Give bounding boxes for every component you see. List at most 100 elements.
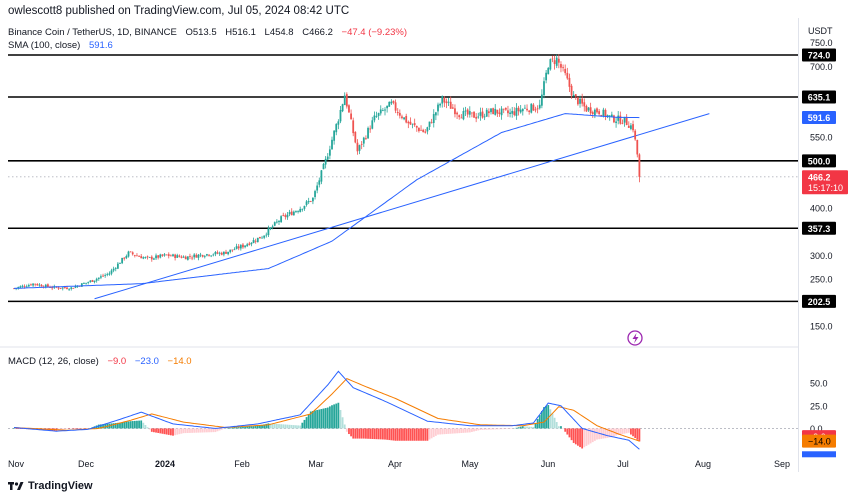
candle <box>513 111 516 116</box>
macd-hist-bar <box>373 428 376 440</box>
candle <box>337 121 340 125</box>
macd-hist-bar <box>256 425 259 429</box>
tradingview-brand[interactable]: TradingView <box>8 480 93 492</box>
macd-hist-bar <box>617 428 620 435</box>
macd-hist-bar <box>328 406 331 429</box>
macd-hist-bar <box>405 428 408 441</box>
macd-hist-bar <box>197 428 200 433</box>
candle <box>116 263 119 269</box>
candle <box>80 283 83 287</box>
candle <box>555 57 558 66</box>
candle <box>496 109 499 114</box>
macd-hist-bar <box>169 428 172 436</box>
candle <box>394 102 397 111</box>
macd-hist-bar <box>574 428 577 445</box>
macd-hist-bar <box>540 411 543 429</box>
macd-hist-bar <box>290 424 293 429</box>
candle <box>538 104 541 109</box>
candle <box>235 246 238 249</box>
candle <box>208 254 210 256</box>
candle <box>220 252 223 255</box>
candle <box>106 274 109 275</box>
candle <box>292 211 295 216</box>
candle <box>27 284 30 287</box>
level-badge: 500.0 <box>802 154 836 168</box>
candle <box>197 254 200 258</box>
trendline[interactable] <box>94 113 710 300</box>
macd-hist-bar <box>407 428 410 441</box>
macd-hist-bar <box>237 427 240 429</box>
macd-hist-bar <box>292 425 295 429</box>
macd-hist-bar <box>384 428 386 440</box>
candle <box>87 282 90 284</box>
macd-hist-bar <box>100 424 102 429</box>
candle <box>233 249 236 251</box>
candle <box>352 120 355 134</box>
macd-hist-bar <box>551 413 554 429</box>
macd-hist-bar <box>104 423 107 429</box>
flash-icon[interactable] <box>627 330 643 346</box>
candle <box>331 139 333 150</box>
candle <box>57 287 60 289</box>
candle <box>447 101 450 103</box>
macd-hist-bar <box>477 428 480 431</box>
candle <box>596 108 598 113</box>
candle <box>350 113 352 120</box>
macd-hist-bar <box>263 424 266 429</box>
candle <box>63 287 66 288</box>
macd-hist-bar <box>581 428 584 449</box>
macd-hist-bar <box>449 428 452 434</box>
macd-hist-bar <box>579 428 581 448</box>
candle <box>358 145 361 151</box>
candle <box>507 110 509 114</box>
macd-line-value: −23.0 <box>134 356 159 367</box>
candle <box>479 112 482 116</box>
macd-hist-bar <box>305 417 308 429</box>
macd-hist-bar <box>252 426 255 429</box>
macd-hist-bar <box>66 428 68 429</box>
candle <box>93 280 96 283</box>
macd-hist-bar <box>485 428 488 430</box>
price-tick: 150.0 <box>810 322 833 332</box>
macd-hist-bar <box>585 428 588 446</box>
candle <box>172 254 174 257</box>
level-badge: 202.5 <box>802 294 836 308</box>
macd-hist-bar <box>392 428 395 441</box>
macd-signal-value: −14.0 <box>167 356 192 367</box>
macd-hist-bar <box>284 424 287 429</box>
macd-hist-bar <box>133 420 136 429</box>
macd-hist-bar <box>208 428 210 433</box>
time-tick: Dec <box>78 459 95 469</box>
candle <box>269 227 272 230</box>
candle <box>44 284 47 288</box>
macd-hist-bar <box>142 422 145 429</box>
macd-hist-bar <box>394 428 397 441</box>
macd-hist-bar <box>401 428 403 441</box>
macd-hist-bar <box>602 428 605 439</box>
macd-hist-bar <box>214 428 217 433</box>
candle <box>114 268 117 269</box>
currency-label: USDT <box>808 26 833 36</box>
candle <box>464 110 467 112</box>
macd-hist-bar <box>587 428 590 445</box>
macd-hist-bar <box>233 427 236 429</box>
candle <box>532 104 535 111</box>
macd-hist-bar <box>161 428 164 434</box>
macd-hist-bar <box>362 428 365 439</box>
macd-hist-bar <box>17 428 20 429</box>
candle <box>261 237 263 239</box>
macd-hist-bar <box>121 422 124 429</box>
sma-legend: SMA (100, close) 591.6 <box>8 40 113 51</box>
candle <box>369 128 372 130</box>
macd-hist-bar <box>547 405 550 429</box>
macd-signal-badge-text: −14.0 <box>808 437 831 447</box>
candle <box>100 276 102 278</box>
macd-hist-bar <box>125 421 128 429</box>
candle <box>547 68 550 75</box>
candle <box>593 109 596 116</box>
level-badge-text: 202.5 <box>808 297 831 307</box>
time-tick: Jun <box>541 459 556 469</box>
macd-hist-bar <box>273 423 276 429</box>
macd-hist-bar <box>608 428 611 438</box>
macd-hist-bar <box>78 428 81 429</box>
